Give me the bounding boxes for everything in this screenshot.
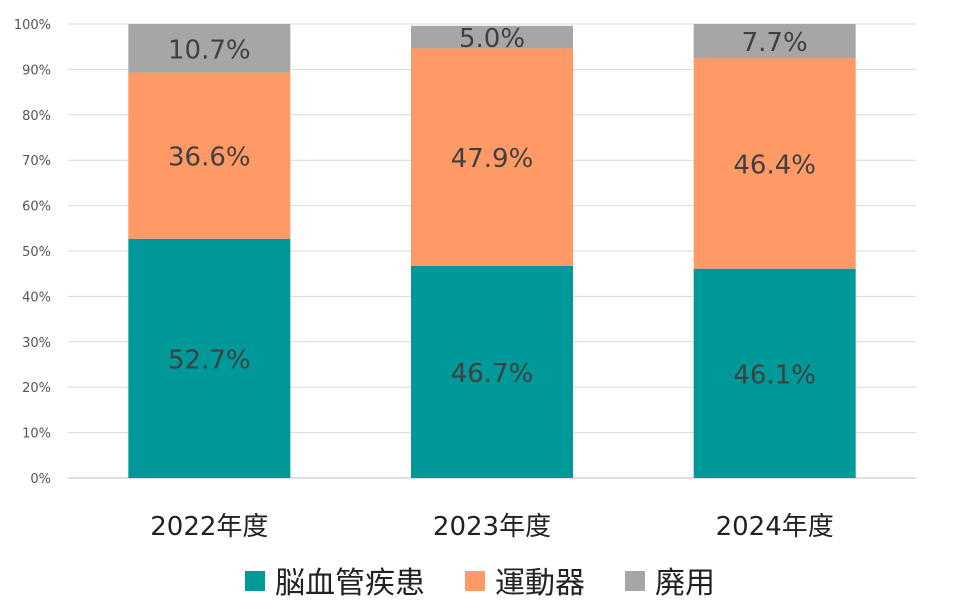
x-tick-label: 2022年度 — [150, 512, 268, 542]
y-tick-label: 90% — [22, 63, 51, 78]
y-tick-label: 40% — [22, 290, 51, 305]
data-label: 46.1% — [733, 360, 816, 390]
data-label: 46.4% — [733, 150, 816, 180]
legend-swatch — [465, 571, 485, 591]
legend-item: 脳血管疾患 — [245, 566, 425, 601]
y-tick-label: 0% — [30, 472, 51, 487]
bar-segment — [411, 265, 573, 478]
bar-segment — [693, 268, 856, 478]
y-tick-label: 10% — [22, 427, 51, 442]
y-tick-label: 80% — [22, 109, 51, 124]
data-label: 10.7% — [168, 35, 251, 65]
y-tick-label: 20% — [22, 381, 51, 396]
legend-swatch — [625, 571, 645, 591]
bar-segment — [128, 238, 291, 478]
legend: 脳血管疾患 運動器 廃用 — [245, 566, 715, 601]
y-tick-label: 60% — [22, 200, 51, 215]
legend-label: 運動器 — [495, 566, 585, 601]
bar-segment — [693, 24, 856, 59]
data-label: 52.7% — [168, 345, 251, 375]
data-label: 5.0% — [459, 24, 525, 54]
legend-item: 廃用 — [625, 566, 715, 601]
x-tick-label: 2024年度 — [716, 512, 834, 542]
x-axis: 2022年度 2023年度 2024年度 — [150, 512, 834, 542]
data-label: 7.7% — [742, 28, 808, 58]
bar-segment — [411, 25, 573, 49]
y-axis: 0% 10% 20% 30% 40% 50% 60% 70% 80% 90% 100% — [14, 18, 51, 487]
y-tick-label: 100% — [14, 18, 51, 33]
bar-segment — [128, 24, 291, 73]
bar-segment — [411, 48, 573, 266]
bars: 52.7% 36.6% 10.7% 46.7% 47.9% 5.0% 46.1% 46.4% 7… — [128, 24, 856, 478]
data-label: 46.7% — [451, 359, 534, 389]
y-tick-label: 70% — [22, 154, 51, 169]
legend-label: 脳血管疾患 — [275, 566, 425, 601]
legend-label: 廃用 — [655, 566, 715, 601]
legend-swatch — [245, 571, 265, 591]
data-label: 47.9% — [451, 144, 534, 174]
legend-item: 運動器 — [465, 566, 585, 601]
x-tick-label: 2023年度 — [433, 512, 551, 542]
bar-segment — [128, 72, 291, 239]
y-tick-label: 50% — [22, 245, 51, 260]
data-label: 36.6% — [168, 143, 251, 173]
bar-segment — [693, 58, 856, 269]
y-tick-label: 30% — [22, 336, 51, 351]
